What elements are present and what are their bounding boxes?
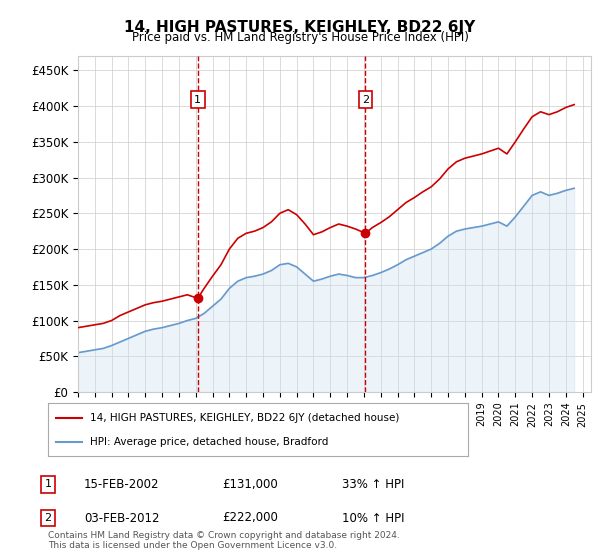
Text: Price paid vs. HM Land Registry's House Price Index (HPI): Price paid vs. HM Land Registry's House … — [131, 31, 469, 44]
Text: £131,000: £131,000 — [222, 478, 278, 491]
Text: 2: 2 — [44, 513, 52, 523]
Text: Contains HM Land Registry data © Crown copyright and database right 2024.
This d: Contains HM Land Registry data © Crown c… — [48, 530, 400, 550]
Text: 14, HIGH PASTURES, KEIGHLEY, BD22 6JY (detached house): 14, HIGH PASTURES, KEIGHLEY, BD22 6JY (d… — [90, 413, 400, 423]
Text: 1: 1 — [194, 95, 201, 105]
Text: HPI: Average price, detached house, Bradford: HPI: Average price, detached house, Brad… — [90, 436, 328, 446]
Text: 15-FEB-2002: 15-FEB-2002 — [84, 478, 160, 491]
Text: £222,000: £222,000 — [222, 511, 278, 525]
Text: 03-FEB-2012: 03-FEB-2012 — [84, 511, 160, 525]
Text: 10% ↑ HPI: 10% ↑ HPI — [342, 511, 404, 525]
Text: 2: 2 — [362, 95, 369, 105]
Text: 14, HIGH PASTURES, KEIGHLEY, BD22 6JY: 14, HIGH PASTURES, KEIGHLEY, BD22 6JY — [124, 20, 476, 35]
Text: 1: 1 — [44, 479, 52, 489]
Text: 33% ↑ HPI: 33% ↑ HPI — [342, 478, 404, 491]
